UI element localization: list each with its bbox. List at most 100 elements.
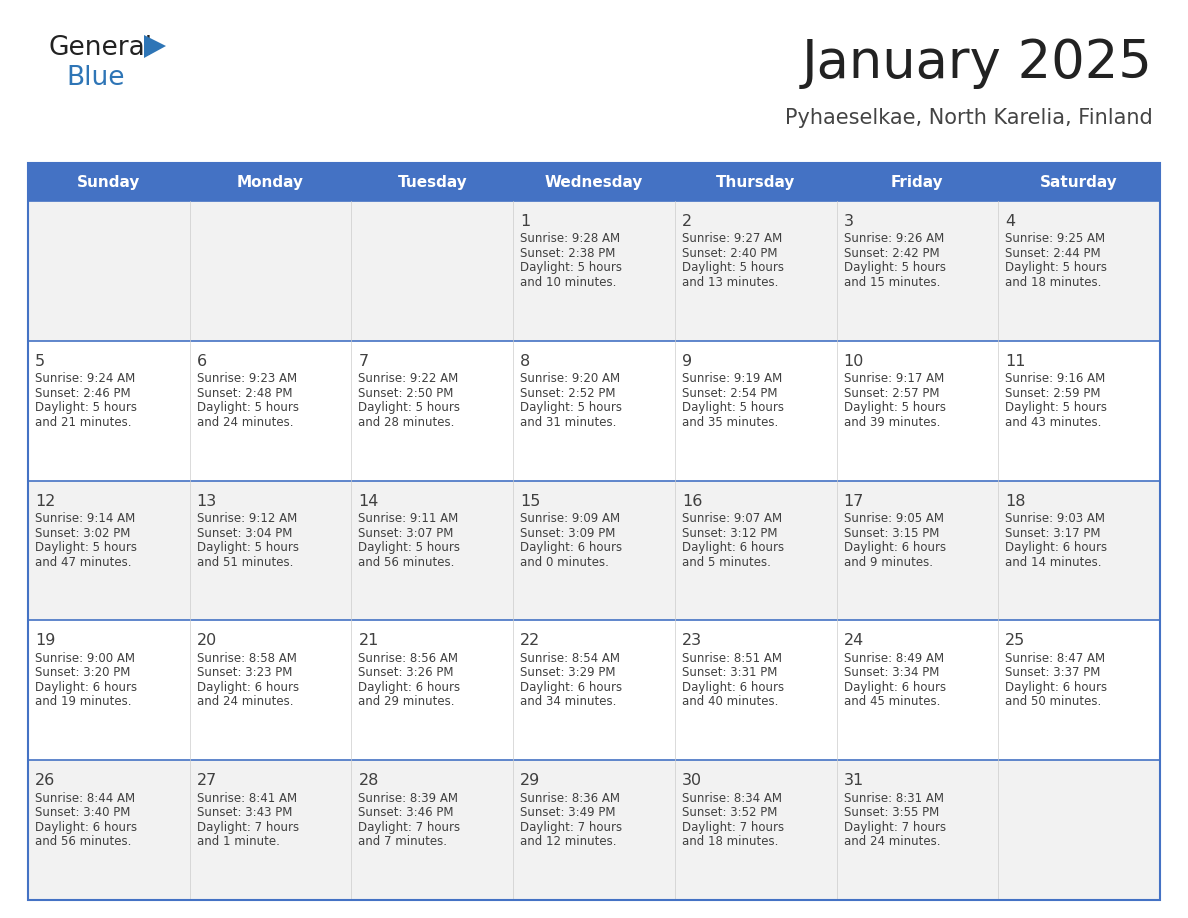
Text: Sunset: 3:15 PM: Sunset: 3:15 PM [843,527,939,540]
Text: Daylight: 5 hours: Daylight: 5 hours [682,262,784,274]
Text: Sunrise: 9:00 AM: Sunrise: 9:00 AM [34,652,135,665]
Text: and 45 minutes.: and 45 minutes. [843,696,940,709]
Text: Daylight: 5 hours: Daylight: 5 hours [1005,401,1107,414]
Text: Sunset: 3:23 PM: Sunset: 3:23 PM [197,666,292,679]
Text: Sunrise: 8:49 AM: Sunrise: 8:49 AM [843,652,943,665]
Text: Daylight: 6 hours: Daylight: 6 hours [682,681,784,694]
Text: Sunrise: 9:07 AM: Sunrise: 9:07 AM [682,512,782,525]
Text: 16: 16 [682,494,702,509]
Text: and 19 minutes.: and 19 minutes. [34,696,132,709]
Text: Sunrise: 8:36 AM: Sunrise: 8:36 AM [520,791,620,805]
Text: and 24 minutes.: and 24 minutes. [843,835,940,848]
Text: Daylight: 6 hours: Daylight: 6 hours [520,681,623,694]
Text: Daylight: 6 hours: Daylight: 6 hours [520,541,623,554]
Text: Sunset: 3:55 PM: Sunset: 3:55 PM [843,806,939,819]
Text: Sunrise: 8:31 AM: Sunrise: 8:31 AM [843,791,943,805]
Bar [29,201,1159,341]
Text: Daylight: 6 hours: Daylight: 6 hours [197,681,299,694]
Text: Sunset: 2:46 PM: Sunset: 2:46 PM [34,386,131,400]
Text: and 18 minutes.: and 18 minutes. [1005,276,1101,289]
Bar [29,163,1159,900]
Text: Sunset: 3:07 PM: Sunset: 3:07 PM [359,527,454,540]
Text: Daylight: 5 hours: Daylight: 5 hours [34,401,137,414]
Text: Sunrise: 9:24 AM: Sunrise: 9:24 AM [34,373,135,386]
Text: and 28 minutes.: and 28 minutes. [359,416,455,429]
Text: Sunset: 3:09 PM: Sunset: 3:09 PM [520,527,615,540]
Text: Wednesday: Wednesday [545,174,643,189]
Text: and 34 minutes.: and 34 minutes. [520,696,617,709]
Text: Daylight: 6 hours: Daylight: 6 hours [1005,541,1107,554]
Text: Thursday: Thursday [716,174,796,189]
Text: 31: 31 [843,773,864,789]
Text: Sunrise: 9:12 AM: Sunrise: 9:12 AM [197,512,297,525]
Text: and 24 minutes.: and 24 minutes. [197,696,293,709]
Text: Sunday: Sunday [77,174,140,189]
Text: Sunset: 3:40 PM: Sunset: 3:40 PM [34,806,131,819]
Text: Sunrise: 8:51 AM: Sunrise: 8:51 AM [682,652,782,665]
Text: and 5 minutes.: and 5 minutes. [682,555,771,568]
Text: and 31 minutes.: and 31 minutes. [520,416,617,429]
Text: and 56 minutes.: and 56 minutes. [359,555,455,568]
Text: Sunset: 3:31 PM: Sunset: 3:31 PM [682,666,777,679]
Text: Daylight: 6 hours: Daylight: 6 hours [682,541,784,554]
Text: and 0 minutes.: and 0 minutes. [520,555,609,568]
Text: Monday: Monday [238,174,304,189]
Text: and 47 minutes.: and 47 minutes. [34,555,132,568]
Text: Sunset: 3:34 PM: Sunset: 3:34 PM [843,666,939,679]
Text: Daylight: 5 hours: Daylight: 5 hours [843,401,946,414]
Text: Daylight: 5 hours: Daylight: 5 hours [359,401,461,414]
Text: Daylight: 5 hours: Daylight: 5 hours [843,262,946,274]
Text: Daylight: 6 hours: Daylight: 6 hours [34,821,137,834]
Text: Daylight: 5 hours: Daylight: 5 hours [34,541,137,554]
Text: 19: 19 [34,633,56,648]
Text: Sunrise: 8:39 AM: Sunrise: 8:39 AM [359,791,459,805]
Text: Sunset: 2:48 PM: Sunset: 2:48 PM [197,386,292,400]
Text: 13: 13 [197,494,217,509]
Bar [29,341,1159,481]
Text: Sunrise: 9:05 AM: Sunrise: 9:05 AM [843,512,943,525]
Text: and 40 minutes.: and 40 minutes. [682,696,778,709]
Text: Sunset: 3:52 PM: Sunset: 3:52 PM [682,806,777,819]
Text: Daylight: 7 hours: Daylight: 7 hours [359,821,461,834]
Text: Sunrise: 9:20 AM: Sunrise: 9:20 AM [520,373,620,386]
Text: and 15 minutes.: and 15 minutes. [843,276,940,289]
Text: 22: 22 [520,633,541,648]
Text: Sunset: 3:26 PM: Sunset: 3:26 PM [359,666,454,679]
Text: Sunset: 3:46 PM: Sunset: 3:46 PM [359,806,454,819]
Text: and 13 minutes.: and 13 minutes. [682,276,778,289]
Text: Sunset: 2:42 PM: Sunset: 2:42 PM [843,247,940,260]
Text: Sunrise: 9:22 AM: Sunrise: 9:22 AM [359,373,459,386]
Text: Sunset: 2:59 PM: Sunset: 2:59 PM [1005,386,1101,400]
Text: Sunrise: 8:44 AM: Sunrise: 8:44 AM [34,791,135,805]
Bar [29,163,1159,900]
Text: Sunset: 3:02 PM: Sunset: 3:02 PM [34,527,131,540]
Text: Daylight: 6 hours: Daylight: 6 hours [1005,681,1107,694]
Text: and 7 minutes.: and 7 minutes. [359,835,448,848]
Text: Sunrise: 9:28 AM: Sunrise: 9:28 AM [520,232,620,245]
Text: Sunset: 3:12 PM: Sunset: 3:12 PM [682,527,777,540]
Text: 3: 3 [843,214,853,229]
Text: Sunset: 2:50 PM: Sunset: 2:50 PM [359,386,454,400]
Text: Pyhaeselkae, North Karelia, Finland: Pyhaeselkae, North Karelia, Finland [785,108,1154,128]
Text: Daylight: 6 hours: Daylight: 6 hours [359,681,461,694]
Text: and 39 minutes.: and 39 minutes. [843,416,940,429]
Polygon shape [144,35,166,58]
Text: Sunrise: 8:47 AM: Sunrise: 8:47 AM [1005,652,1105,665]
Text: 23: 23 [682,633,702,648]
Text: Friday: Friday [891,174,943,189]
Text: Sunrise: 9:03 AM: Sunrise: 9:03 AM [1005,512,1105,525]
Bar [29,621,1159,760]
Text: Sunset: 2:54 PM: Sunset: 2:54 PM [682,386,777,400]
Text: Daylight: 5 hours: Daylight: 5 hours [682,401,784,414]
Text: and 29 minutes.: and 29 minutes. [359,696,455,709]
Text: and 14 minutes.: and 14 minutes. [1005,555,1101,568]
Text: Sunrise: 9:14 AM: Sunrise: 9:14 AM [34,512,135,525]
Text: Daylight: 5 hours: Daylight: 5 hours [520,262,623,274]
Text: Sunset: 3:20 PM: Sunset: 3:20 PM [34,666,131,679]
Text: Sunrise: 9:11 AM: Sunrise: 9:11 AM [359,512,459,525]
Text: Sunrise: 9:19 AM: Sunrise: 9:19 AM [682,373,782,386]
Text: Sunrise: 8:58 AM: Sunrise: 8:58 AM [197,652,297,665]
Text: Sunrise: 8:56 AM: Sunrise: 8:56 AM [359,652,459,665]
Text: Sunrise: 8:41 AM: Sunrise: 8:41 AM [197,791,297,805]
Text: Sunrise: 9:17 AM: Sunrise: 9:17 AM [843,373,943,386]
